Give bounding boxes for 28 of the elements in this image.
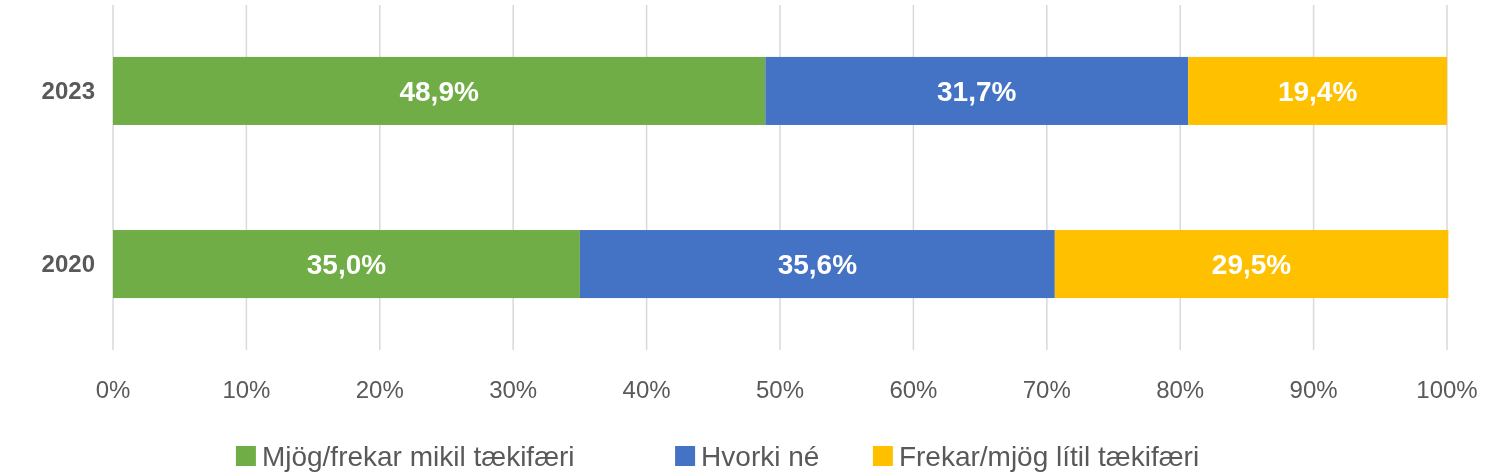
bar <box>1054 230 1449 299</box>
data-label: 19,4% <box>1277 75 1358 107</box>
data-label: 35,0% <box>306 248 387 280</box>
x-tick-label: 60% <box>889 376 938 404</box>
x-tick-label: 70% <box>1022 376 1071 404</box>
x-tick-label: 30% <box>489 376 538 404</box>
bar <box>765 56 1189 125</box>
y-tick-label: 2023 <box>41 77 95 105</box>
x-tick-label: 80% <box>1156 376 1205 404</box>
data-label: 48,9% <box>399 75 479 107</box>
y-tick-label: 2020 <box>41 250 95 278</box>
legend-label: Hvorki né <box>701 440 820 472</box>
data-label: 29,5% <box>1211 248 1292 280</box>
data-label: 35,6% <box>777 248 858 280</box>
bar <box>579 230 1055 299</box>
x-tick-label: 10% <box>222 376 271 404</box>
x-tick-label: 40% <box>622 376 671 404</box>
x-tick-label: 100% <box>1416 376 1478 404</box>
bar <box>113 230 580 299</box>
x-tick-label: 90% <box>1289 376 1338 404</box>
x-tick-label: 50% <box>755 376 805 404</box>
bar <box>113 56 766 125</box>
bar <box>1188 56 1447 125</box>
legend-label: Mjög/frekar mikil tækifæri <box>261 440 575 472</box>
data-label: 31,7% <box>937 75 1017 107</box>
x-tick-label: 0% <box>95 376 131 404</box>
legend-label: Frekar/mjög lítil tækifæri <box>898 440 1200 472</box>
x-tick-label: 20% <box>355 376 404 404</box>
